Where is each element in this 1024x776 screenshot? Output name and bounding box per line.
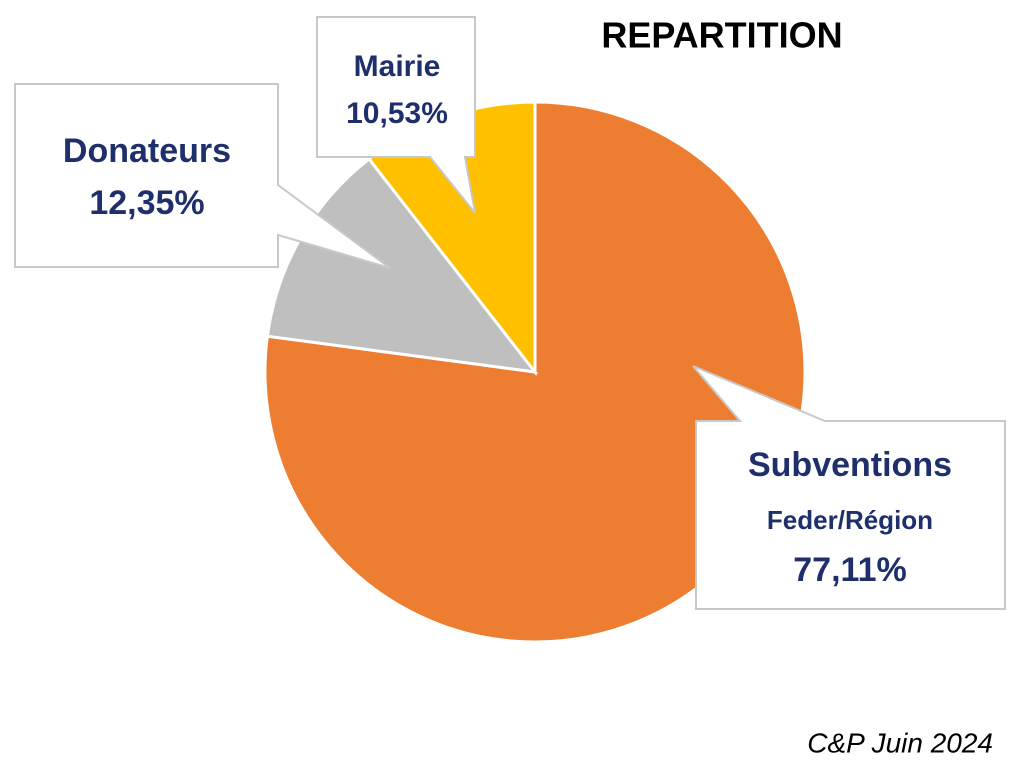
value-label: 77,11% bbox=[793, 551, 906, 589]
slice-label: Mairie bbox=[354, 50, 441, 83]
value-label: 12,35% bbox=[89, 184, 204, 222]
footnote: C&P Juin 2024 bbox=[807, 727, 993, 758]
slice-label: Feder/Région bbox=[767, 505, 933, 535]
callout-box bbox=[316, 16, 476, 214]
callout-box bbox=[692, 365, 1006, 610]
chart-title: REPARTITION bbox=[601, 15, 842, 56]
slice-label: Donateurs bbox=[63, 132, 231, 170]
pie bbox=[263, 100, 807, 644]
callout-box bbox=[14, 83, 391, 269]
value-label: 10,53% bbox=[346, 97, 448, 130]
slice-label: Subventions bbox=[748, 446, 952, 484]
